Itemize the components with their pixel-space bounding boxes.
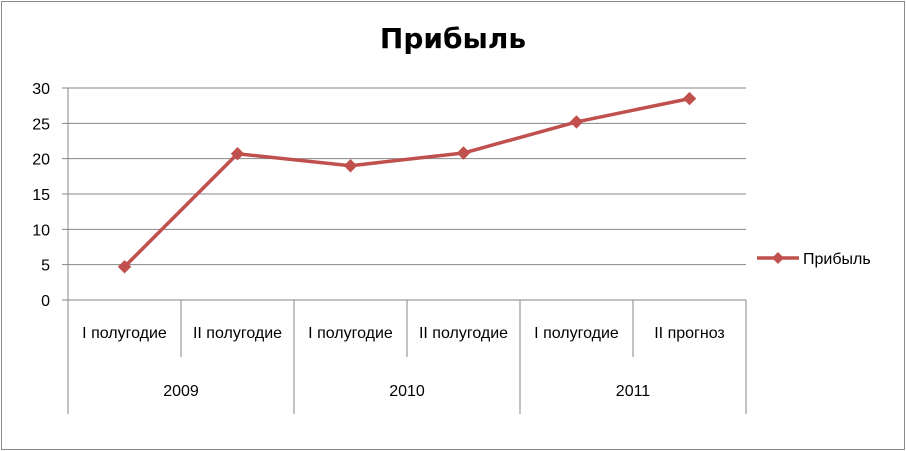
x-category-label: II полугодие bbox=[419, 325, 508, 342]
data-point bbox=[117, 260, 132, 274]
y-tick-label: 15 bbox=[32, 187, 50, 204]
series-layer bbox=[117, 91, 697, 274]
data-point bbox=[569, 115, 584, 129]
legend: Прибыль bbox=[757, 251, 871, 268]
chart-title: Прибыль bbox=[379, 22, 527, 55]
x-axis: I полугодие II полугодие I полугодие II пол… bbox=[67, 300, 747, 414]
y-tick-label: 25 bbox=[32, 116, 50, 133]
series-line bbox=[123, 96, 690, 269]
data-point bbox=[456, 146, 471, 160]
data-point bbox=[230, 147, 245, 161]
x-category-label: I полугодие bbox=[308, 325, 393, 342]
y-tick-label: 30 bbox=[32, 81, 50, 98]
x-group-label: 2011 bbox=[616, 383, 651, 400]
x-category-label: II полугодие bbox=[193, 325, 282, 342]
y-tick-label: 0 bbox=[41, 293, 50, 310]
x-group-label: 2009 bbox=[163, 383, 199, 400]
y-tick-label: 5 bbox=[41, 258, 50, 275]
legend-swatch-marker bbox=[772, 252, 784, 264]
data-point bbox=[343, 159, 358, 173]
y-tick-label: 10 bbox=[32, 222, 50, 239]
gridlines bbox=[62, 87, 746, 301]
x-category-label: I полугодие bbox=[534, 325, 619, 342]
x-group-label: 2010 bbox=[389, 383, 425, 400]
legend-label: Прибыль bbox=[803, 251, 871, 268]
x-category-label: I полугодие bbox=[82, 325, 167, 342]
x-category-label: II прогноз bbox=[654, 325, 725, 342]
y-axis: 0 5 10 15 20 25 30 bbox=[32, 81, 69, 310]
y-tick-label: 20 bbox=[32, 152, 50, 169]
data-point bbox=[682, 91, 697, 106]
